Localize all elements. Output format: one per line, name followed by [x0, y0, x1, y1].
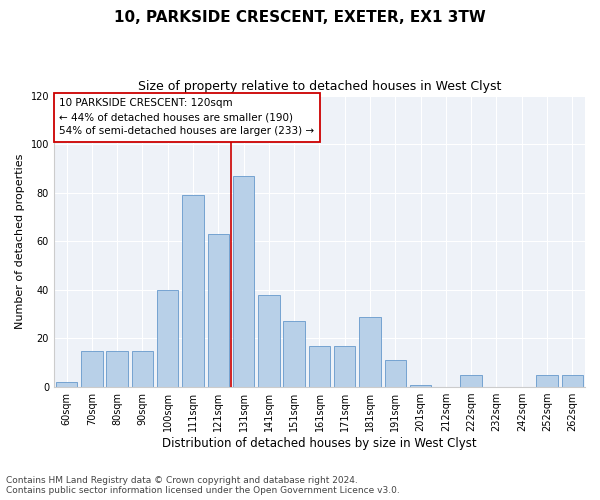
X-axis label: Distribution of detached houses by size in West Clyst: Distribution of detached houses by size … — [162, 437, 477, 450]
Bar — [460, 375, 482, 387]
Title: Size of property relative to detached houses in West Clyst: Size of property relative to detached ho… — [138, 80, 501, 93]
Bar — [562, 375, 583, 387]
Bar — [334, 346, 355, 387]
Bar — [536, 375, 558, 387]
Bar — [309, 346, 330, 387]
Bar — [410, 384, 431, 387]
Bar — [258, 295, 280, 387]
Bar — [385, 360, 406, 387]
Bar — [56, 382, 77, 387]
Bar — [208, 234, 229, 387]
Bar — [106, 350, 128, 387]
Bar — [283, 322, 305, 387]
Y-axis label: Number of detached properties: Number of detached properties — [15, 154, 25, 329]
Bar — [81, 350, 103, 387]
Bar — [157, 290, 178, 387]
Bar — [182, 195, 204, 387]
Text: 10 PARKSIDE CRESCENT: 120sqm
← 44% of detached houses are smaller (190)
54% of s: 10 PARKSIDE CRESCENT: 120sqm ← 44% of de… — [59, 98, 314, 136]
Bar — [233, 176, 254, 387]
Bar — [359, 316, 381, 387]
Text: 10, PARKSIDE CRESCENT, EXETER, EX1 3TW: 10, PARKSIDE CRESCENT, EXETER, EX1 3TW — [114, 10, 486, 25]
Bar — [131, 350, 153, 387]
Text: Contains HM Land Registry data © Crown copyright and database right 2024.
Contai: Contains HM Land Registry data © Crown c… — [6, 476, 400, 495]
